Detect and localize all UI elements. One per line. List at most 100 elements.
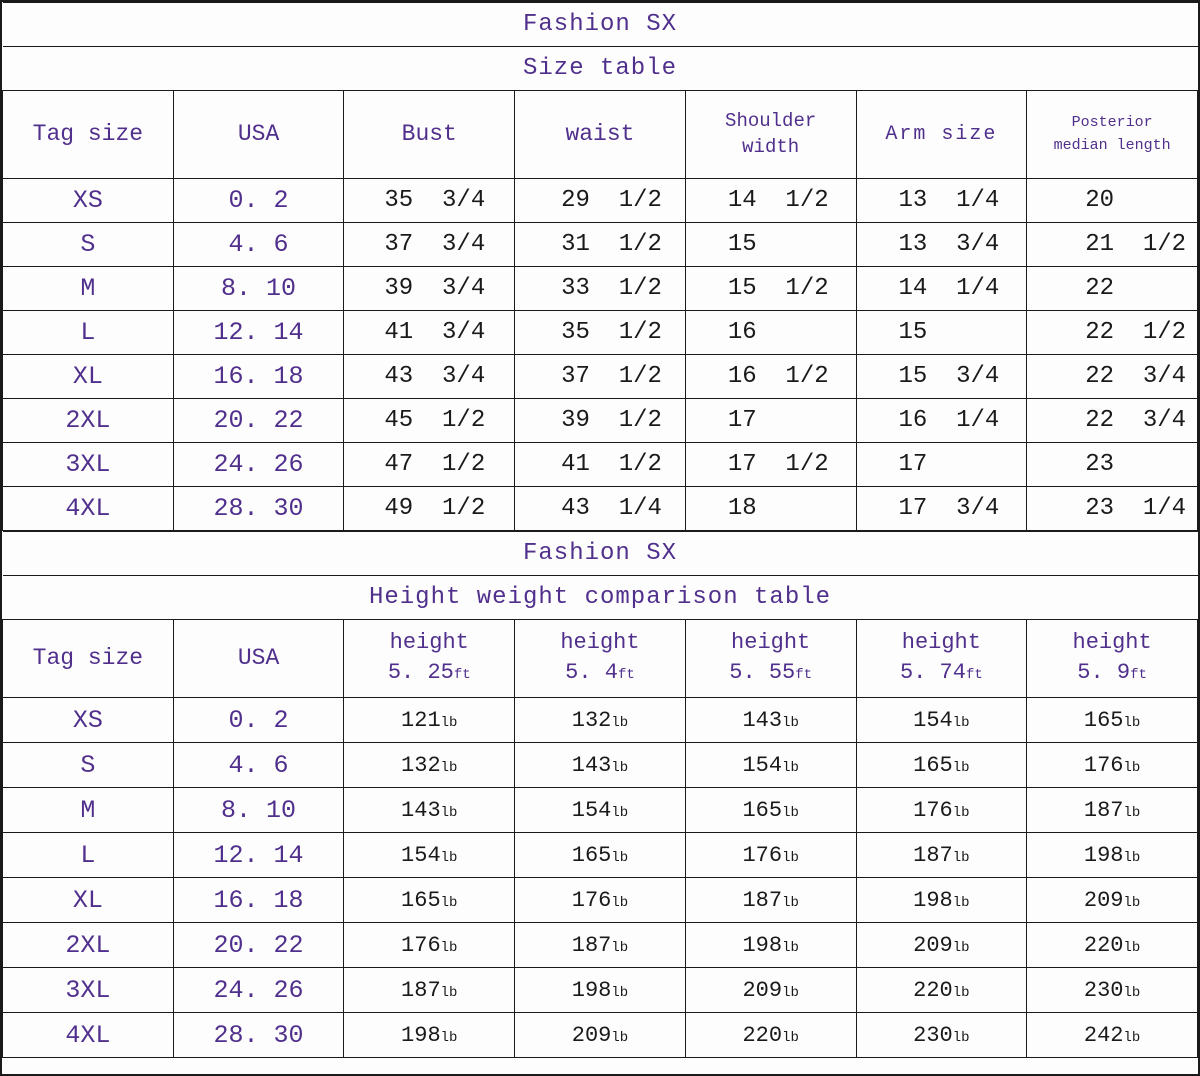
- usa-size-cell: 20. 22: [172, 398, 345, 443]
- weight-number: 132: [571, 707, 612, 733]
- table2-row-3XL: 3XL 24. 26 187lb 198lb 209lb 220lb 230lb: [2, 967, 1198, 1013]
- usa-size-cell: 28. 30: [172, 486, 345, 531]
- measurement-cell: 23 1/4: [1026, 486, 1198, 531]
- weight-number: 209: [571, 1022, 612, 1048]
- table1-row-3XL: 3XL 24. 26 47 1/2 41 1/2 17 1/2 17 23: [2, 442, 1198, 487]
- table2-row-S: S 4. 6 132lb 143lb 154lb 165lb 176lb: [2, 742, 1198, 788]
- weight-cell: 143lb: [514, 742, 686, 788]
- table2-row-M: M 8. 10 143lb 154lb 165lb 176lb 187lb: [2, 787, 1198, 833]
- weight-cell: 220lb: [684, 1012, 857, 1058]
- weight-number: 154: [913, 707, 953, 733]
- weight-cell: 176lb: [855, 787, 1028, 833]
- weight-number: 187: [1083, 797, 1124, 823]
- weight-cell: 165lb: [1026, 697, 1198, 743]
- table2-header-4: height 5. 55ft: [684, 619, 857, 698]
- measurement-cell: 35 1/2: [514, 310, 686, 355]
- measurement-cell: 39 3/4: [343, 266, 516, 311]
- weight-cell: 176lb: [343, 922, 516, 968]
- height-unit: ft: [795, 666, 813, 683]
- usa-size-cell: 24. 26: [172, 442, 345, 487]
- tag-size-cell: M: [2, 266, 174, 311]
- weight-unit: lb: [1123, 1029, 1141, 1046]
- measurement-cell: 13 3/4: [855, 222, 1028, 267]
- weight-unit: lb: [782, 714, 799, 731]
- usa-size-cell: 8. 10: [172, 266, 345, 311]
- measurement-cell: 16 1/4: [855, 398, 1028, 443]
- measurement-cell: 17 1/2: [684, 442, 857, 487]
- table1-row-M: M 8. 10 39 3/4 33 1/2 15 1/2 14 1/4 22: [2, 266, 1198, 311]
- measurement-cell: 37 3/4: [343, 222, 516, 267]
- weight-number: 230: [1083, 977, 1124, 1003]
- weight-number: 198: [1083, 842, 1124, 868]
- usa-size-cell: 12. 14: [172, 832, 345, 878]
- usa-size-cell: 4. 6: [172, 222, 345, 267]
- weight-unit: lb: [611, 1029, 629, 1046]
- weight-cell: 143lb: [343, 787, 516, 833]
- measurement-cell: 43 3/4: [343, 354, 516, 399]
- table1-header-row: Tag size USA Bust waist Shoulder width Arm si…: [2, 90, 1198, 179]
- table2-subtitle-row: Height weight comparison table: [2, 575, 1198, 620]
- weight-number: 187: [571, 932, 612, 958]
- weight-cell: 187lb: [343, 967, 516, 1013]
- weight-number: 242: [1083, 1022, 1124, 1048]
- table2-header-5: height 5. 74ft: [855, 619, 1028, 698]
- height-value: 5. 25ft: [345, 658, 514, 688]
- measurement-cell: 22 3/4: [1026, 398, 1198, 443]
- tag-size-cell: L: [2, 832, 174, 878]
- measurement-cell: 47 1/2: [343, 442, 516, 487]
- tag-size-cell: 3XL: [2, 967, 174, 1013]
- weight-unit: lb: [782, 1029, 799, 1046]
- weight-cell: 220lb: [1026, 922, 1198, 968]
- table2-subtitle: Height weight comparison table: [2, 575, 1198, 620]
- height-label: height: [560, 630, 640, 656]
- weight-cell: 132lb: [343, 742, 516, 788]
- weight-number: 154: [401, 842, 441, 868]
- weight-number: 154: [571, 797, 612, 823]
- table1-subtitle: Size table: [2, 46, 1198, 91]
- table2-header-0: Tag size: [2, 619, 174, 698]
- tag-size-cell: XS: [2, 697, 174, 743]
- weight-unit: lb: [782, 894, 799, 911]
- weight-number: 176: [401, 932, 441, 958]
- weight-unit: lb: [1123, 984, 1141, 1001]
- table1-header-3: waist: [514, 90, 686, 179]
- measurement-cell: 33 1/2: [514, 266, 686, 311]
- height-unit: ft: [617, 666, 635, 683]
- measurement-cell: 23: [1026, 442, 1198, 487]
- height-number: 5. 9: [1077, 659, 1131, 685]
- table1-row-S: S 4. 6 37 3/4 31 1/2 15 13 3/4 21 1/2: [2, 222, 1198, 267]
- table1-title-row: Fashion SX: [2, 2, 1198, 47]
- measurement-cell: 21 1/2: [1026, 222, 1198, 267]
- weight-unit: lb: [952, 939, 970, 956]
- height-label: height: [901, 630, 981, 656]
- usa-size-cell: 8. 10: [172, 787, 345, 833]
- usa-size-cell: 20. 22: [172, 922, 345, 968]
- weight-cell: 230lb: [855, 1012, 1028, 1058]
- weight-number: 220: [913, 977, 953, 1003]
- weight-cell: 242lb: [1026, 1012, 1198, 1058]
- weight-number: 209: [913, 932, 953, 958]
- weight-unit: lb: [1123, 939, 1141, 956]
- weight-unit: lb: [611, 894, 629, 911]
- weight-unit: lb: [1123, 849, 1141, 866]
- weight-number: 165: [571, 842, 612, 868]
- weight-number: 220: [1083, 932, 1124, 958]
- table1-title: Fashion SX: [2, 2, 1198, 47]
- weight-cell: 165lb: [514, 832, 686, 878]
- weight-cell: 154lb: [343, 832, 516, 878]
- table2-title: Fashion SX: [2, 531, 1198, 576]
- table1-subtitle-row: Size table: [2, 46, 1198, 91]
- weight-unit: lb: [611, 759, 629, 776]
- table2-header-1: USA: [172, 619, 345, 698]
- weight-number: 230: [913, 1022, 953, 1048]
- measurement-cell: 20: [1026, 178, 1198, 223]
- table2-row-4XL: 4XL 28. 30 198lb 209lb 220lb 230lb 242lb: [2, 1012, 1198, 1058]
- height-unit: ft: [453, 666, 471, 683]
- measurement-cell: 39 1/2: [514, 398, 686, 443]
- weight-number: 165: [1083, 707, 1124, 733]
- measurement-cell: 15 3/4: [855, 354, 1028, 399]
- table2-body: XS 0. 2 121lb 132lb 143lb 154lb 165lb S 4. 6 132l…: [2, 697, 1198, 1058]
- weight-cell: 198lb: [855, 877, 1028, 923]
- table1-row-2XL: 2XL 20. 22 45 1/2 39 1/2 17 16 1/4 22 3/4: [2, 398, 1198, 443]
- table2-header-row: Tag size USA height 5. 25ft height 5. 4ft heig…: [2, 619, 1198, 698]
